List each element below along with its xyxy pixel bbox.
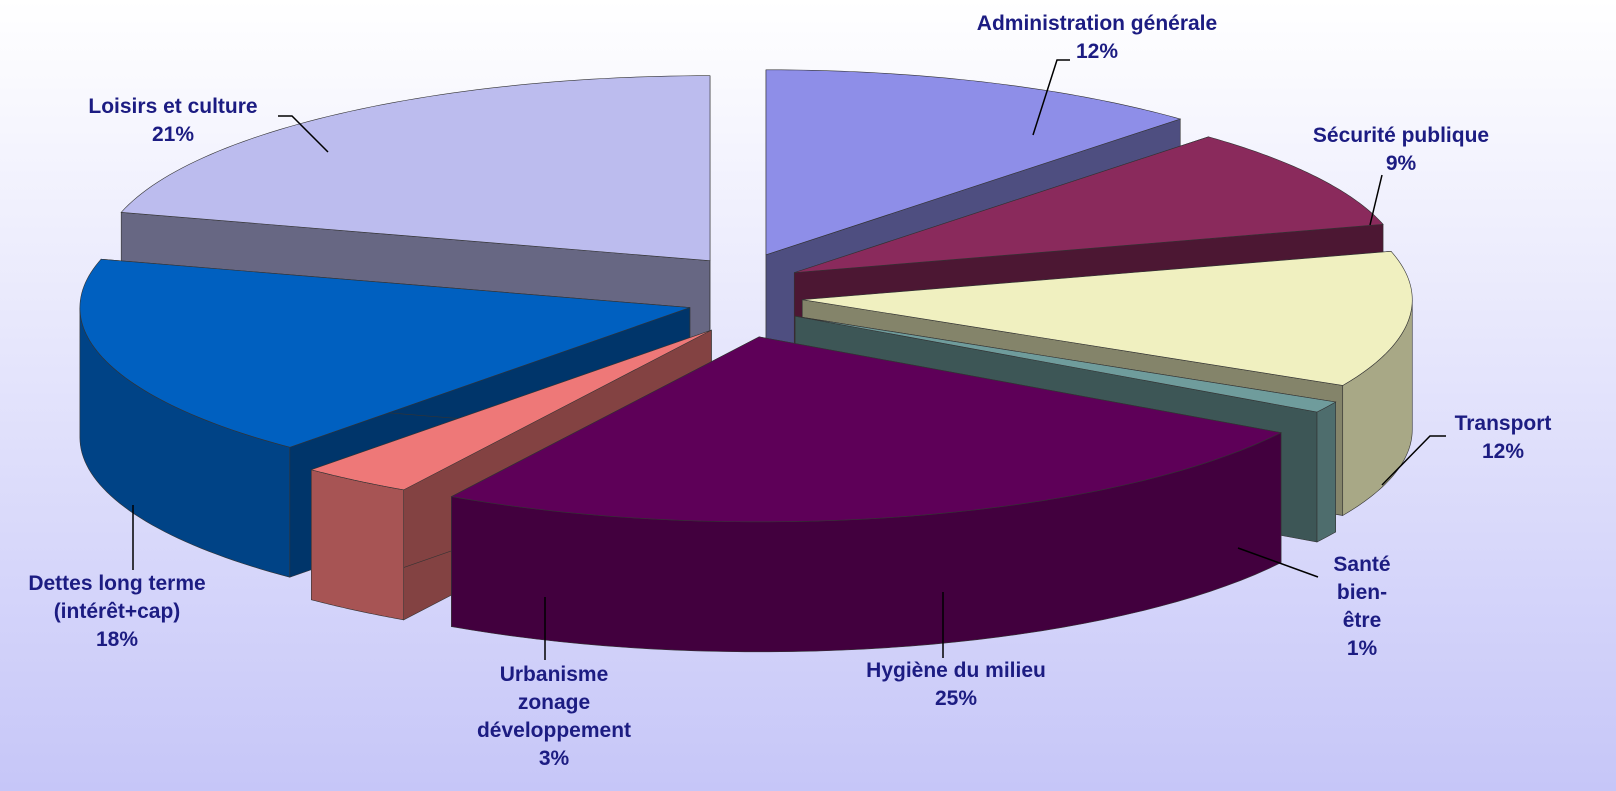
leader-line bbox=[1369, 174, 1383, 226]
slice-label: Loisirs et culture 21% bbox=[88, 93, 257, 149]
slice-top bbox=[310, 329, 712, 491]
slice-label: Hygiène du milieu 25% bbox=[866, 657, 1046, 713]
leader-line bbox=[1032, 59, 1070, 136]
slice-top bbox=[794, 136, 1384, 273]
slice-wall bbox=[311, 469, 404, 621]
slice-top bbox=[450, 336, 1282, 523]
category-label: Loisirs et culture bbox=[88, 95, 258, 118]
slice-label: Dettes long terme (intérêt+cap) 18% bbox=[10, 570, 225, 654]
slice-top bbox=[795, 315, 1337, 413]
slice-label: Transport 12% bbox=[1455, 410, 1552, 466]
leader-line bbox=[1237, 547, 1319, 578]
leader-line bbox=[1381, 435, 1446, 486]
value-label: 25% bbox=[934, 687, 978, 710]
category-label: Transport bbox=[1454, 412, 1552, 435]
slice-top bbox=[120, 75, 711, 262]
leaders bbox=[132, 59, 1446, 660]
slice-top bbox=[765, 69, 1182, 256]
category-label: Hygiène du milieu bbox=[866, 659, 1046, 682]
value-label: 21% bbox=[151, 123, 195, 146]
category-label: Dettes long terme (intérêt+cap) bbox=[28, 572, 206, 623]
value-label: 12% bbox=[1481, 440, 1525, 463]
value-label: 1% bbox=[1346, 637, 1378, 660]
slice-top bbox=[79, 258, 690, 448]
slice bbox=[450, 336, 1282, 653]
value-label: 9% bbox=[1385, 152, 1417, 175]
slice-label: Sécurité publique 9% bbox=[1313, 122, 1489, 178]
slice-label: Administration générale 12% bbox=[977, 10, 1217, 66]
category-label: Santé bien-être bbox=[1333, 553, 1391, 632]
leader-line bbox=[278, 115, 329, 153]
value-label: 12% bbox=[1075, 40, 1119, 63]
category-label: Urbanisme zonage développement bbox=[476, 663, 632, 742]
category-label: Administration générale bbox=[976, 12, 1218, 35]
slice-label: Santé bien-être 1% bbox=[1333, 551, 1390, 663]
pie bbox=[79, 69, 1413, 653]
category-label: Sécurité publique bbox=[1312, 124, 1490, 147]
slice-top bbox=[802, 251, 1413, 386]
slice-wall bbox=[1316, 401, 1336, 543]
value-label: 18% bbox=[95, 628, 139, 651]
value-label: 3% bbox=[538, 747, 570, 770]
slice-label: Urbanisme zonage développement 3% bbox=[477, 661, 631, 773]
